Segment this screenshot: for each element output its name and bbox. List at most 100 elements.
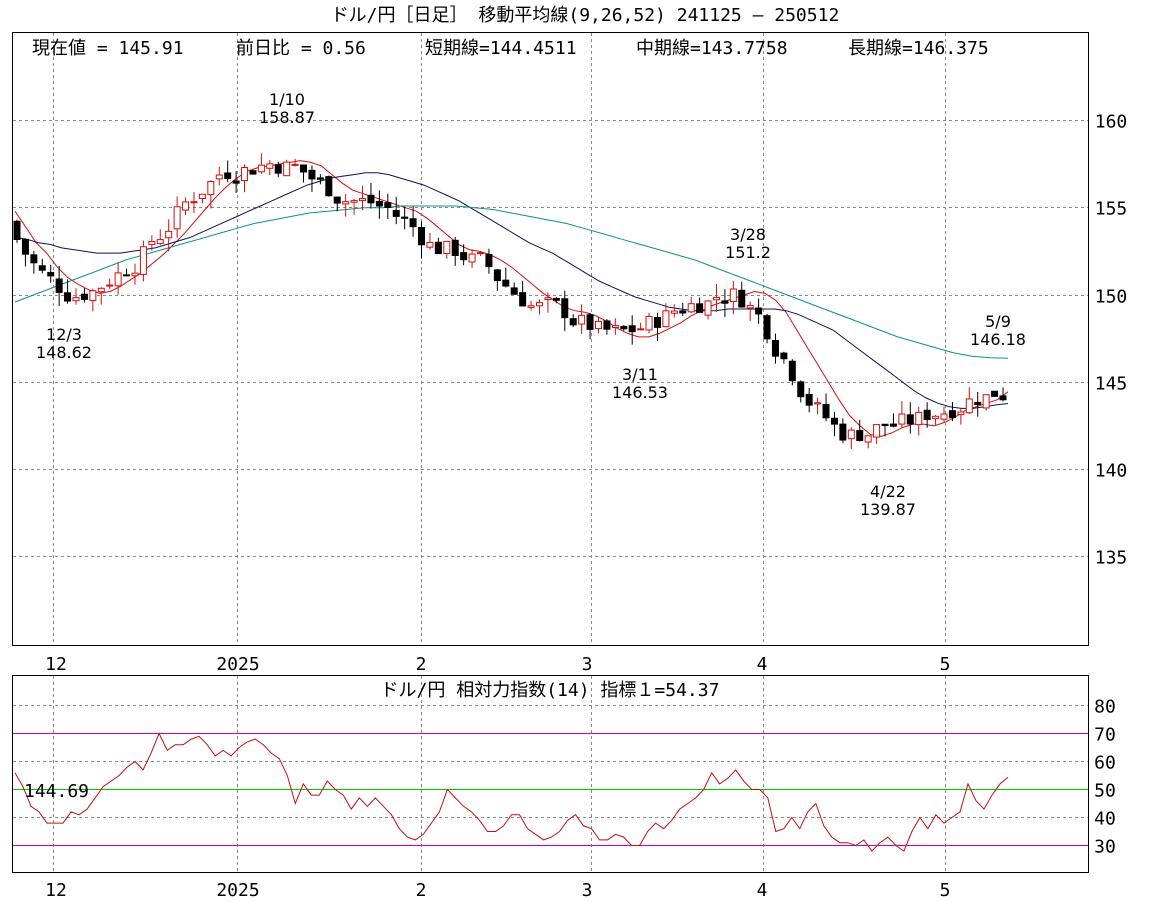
candle-body <box>915 411 923 426</box>
candle-body <box>182 201 190 211</box>
candle-body <box>594 320 602 330</box>
day-change: 前日比 = 0.56 <box>236 38 366 59</box>
candle-body <box>148 241 156 245</box>
candle-body <box>611 325 619 328</box>
candle-body <box>662 310 670 328</box>
candle-body <box>106 284 114 287</box>
candle-body <box>359 198 367 202</box>
rsi-title: ドル/円 相対力指数(14) 指標１=54.37 <box>381 680 720 701</box>
mid-ma-value: 中期線=143.7758 <box>636 38 788 59</box>
candle-body <box>123 274 131 277</box>
price-y-tick: 140 <box>1095 461 1128 482</box>
price-y-tick: 150 <box>1095 287 1128 308</box>
price-x-axis: 12 2025 2 3 4 5 <box>45 654 950 675</box>
candle-body <box>940 413 948 420</box>
annotation-date: 5/9 <box>985 312 1011 331</box>
candle-body <box>830 417 838 425</box>
candle-body <box>460 252 468 261</box>
chart-title: ドル/円［日足］ 移動平均線(9,26,52) 241125 – 250512 <box>331 5 840 26</box>
candle-body <box>999 395 1007 401</box>
candle-body <box>325 176 333 197</box>
candle-body <box>274 164 282 174</box>
x-axis-label: 4 <box>757 880 768 901</box>
rsi-line <box>14 732 1009 852</box>
x-axis-label: 5 <box>940 654 951 675</box>
price-y-tick: 155 <box>1095 199 1128 220</box>
x-axis-label: 3 <box>582 654 593 675</box>
candle-body <box>797 381 805 398</box>
candle-body <box>839 423 847 441</box>
annotation-value: 148.62 <box>36 343 92 362</box>
candle-body <box>401 216 409 219</box>
candle-body <box>637 328 645 331</box>
candle-body <box>603 320 611 330</box>
candle-body <box>873 424 881 438</box>
candle-body <box>519 292 527 307</box>
candle-body <box>165 230 173 239</box>
annotation-date: 4/22 <box>870 482 906 501</box>
price-y-tick: 135 <box>1095 548 1128 569</box>
price-panel <box>12 32 1089 646</box>
candle-body <box>342 201 350 205</box>
candle-body <box>932 415 940 420</box>
candle-body <box>856 429 864 442</box>
rsi-reference-lines <box>13 733 1088 846</box>
candle-body <box>55 278 63 293</box>
candle-body <box>991 390 999 397</box>
candle-body <box>266 163 274 169</box>
candle-body <box>173 206 181 230</box>
candle-body <box>670 310 678 314</box>
candle-body <box>805 393 813 406</box>
candle-body <box>788 360 796 382</box>
candle-body <box>712 296 720 301</box>
rsi-y-tick: 50 <box>1094 781 1116 802</box>
candle-body <box>982 394 990 409</box>
candle-body <box>687 303 695 313</box>
rsi-y-tick: 70 <box>1094 725 1116 746</box>
x-axis-label: 2 <box>416 654 427 675</box>
candle-body <box>21 238 29 255</box>
candle-body <box>367 194 375 204</box>
rsi-y-tick: 40 <box>1094 809 1116 830</box>
rsi-y-tick: 60 <box>1094 753 1116 774</box>
annotation-value: 139.87 <box>860 500 916 519</box>
candle-body <box>620 325 628 330</box>
candle-body <box>291 163 299 166</box>
annotation-value: 151.2 <box>725 243 771 262</box>
candle-body <box>350 200 358 203</box>
x-axis-label: 12 <box>45 880 67 901</box>
candle-body <box>451 239 459 256</box>
candle-body <box>426 241 434 248</box>
candle-body <box>704 300 712 316</box>
candle-body <box>510 287 518 295</box>
candle-body <box>232 180 240 184</box>
candle-body <box>746 305 754 309</box>
candle-body <box>375 200 383 207</box>
x-axis-label: 2025 <box>216 654 259 675</box>
short-ma-value: 短期線=144.4511 <box>425 38 577 59</box>
candle-body <box>763 315 771 340</box>
annotation-value: 146.53 <box>612 383 668 402</box>
candle-body <box>502 279 510 287</box>
candle-body <box>38 265 46 271</box>
short-ma-line <box>14 160 1009 437</box>
long-ma-line <box>14 205 1009 359</box>
candle-body <box>89 290 97 302</box>
annotation-value: 158.87 <box>259 108 315 127</box>
candle-body <box>586 314 594 330</box>
annotation-date: 3/11 <box>622 365 658 384</box>
candle-body <box>696 303 704 313</box>
candle-body <box>468 253 476 263</box>
annotation-date: 1/10 <box>269 90 305 109</box>
candle-body <box>139 246 147 275</box>
x-axis-label: 3 <box>582 880 593 901</box>
price-y-axis: 160 155 150 145 140 135 <box>1095 112 1128 569</box>
candle-body <box>679 310 687 314</box>
price-y-tick: 145 <box>1095 374 1128 395</box>
candle-body <box>965 398 973 414</box>
candle-body <box>257 164 265 173</box>
candle-body <box>131 272 139 277</box>
candlesticks <box>13 153 1007 449</box>
